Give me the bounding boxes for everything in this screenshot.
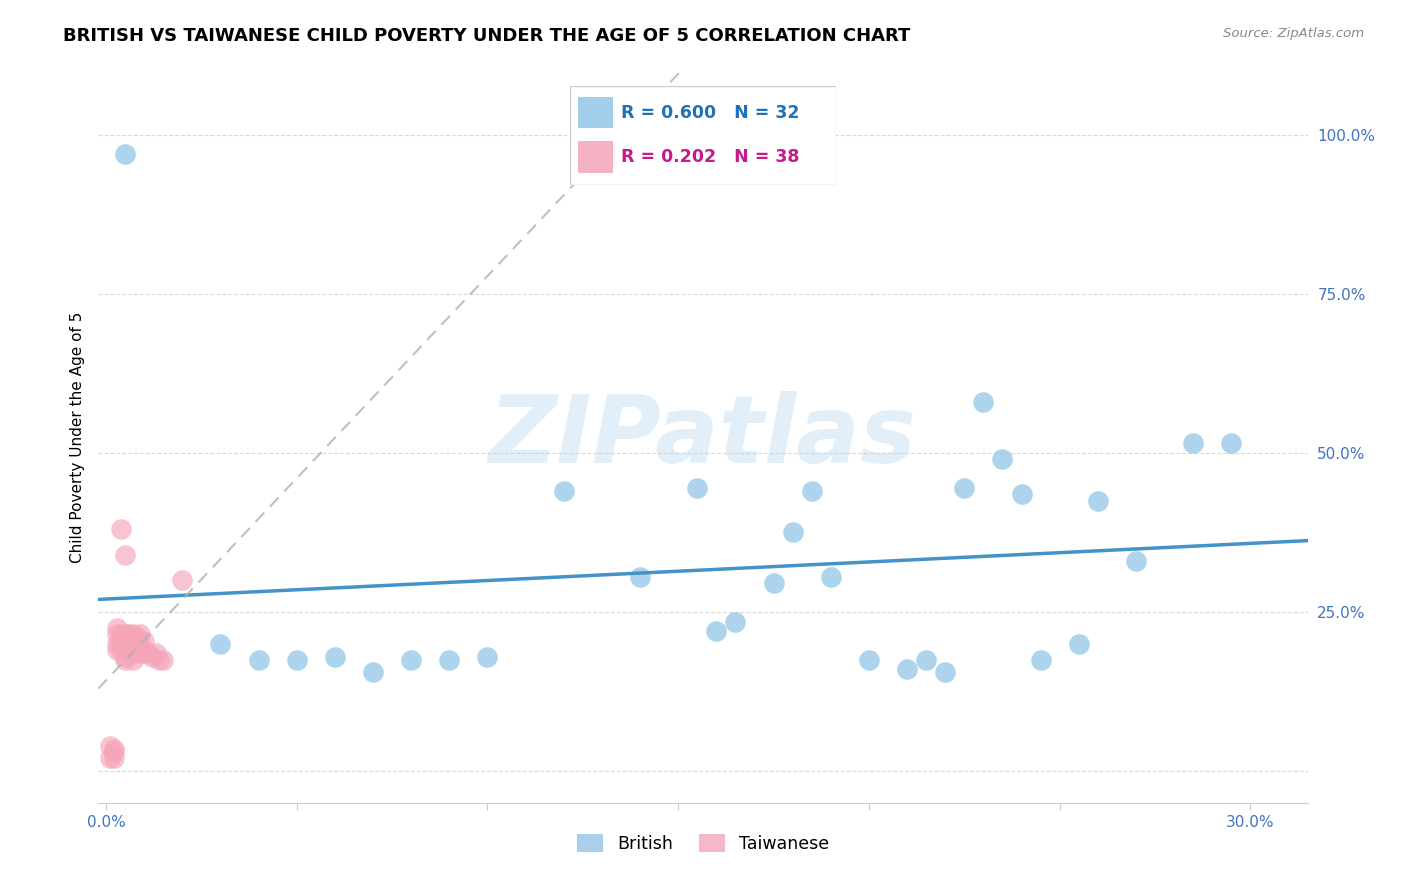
Point bbox=[399, 653, 422, 667]
Point bbox=[704, 624, 727, 638]
Point bbox=[439, 653, 461, 667]
Point bbox=[107, 621, 129, 635]
Point bbox=[800, 484, 823, 499]
Point bbox=[134, 646, 156, 660]
Point bbox=[114, 548, 136, 562]
Legend: British, Taiwanese: British, Taiwanese bbox=[569, 827, 837, 860]
Point bbox=[121, 627, 143, 641]
Point bbox=[172, 573, 194, 587]
Point bbox=[136, 646, 159, 660]
Point bbox=[107, 637, 129, 651]
Text: ZIPatlas: ZIPatlas bbox=[489, 391, 917, 483]
Point bbox=[129, 646, 152, 660]
Point bbox=[934, 665, 956, 680]
Point bbox=[121, 643, 143, 657]
Point bbox=[145, 646, 167, 660]
Point bbox=[125, 646, 148, 660]
Point bbox=[820, 570, 842, 584]
Point bbox=[1011, 487, 1033, 501]
Point bbox=[103, 751, 125, 765]
Point bbox=[121, 653, 143, 667]
Point bbox=[114, 653, 136, 667]
Point bbox=[686, 481, 709, 495]
Point bbox=[1220, 436, 1243, 450]
Point bbox=[915, 653, 938, 667]
Point bbox=[98, 751, 121, 765]
Point bbox=[125, 640, 148, 654]
Point bbox=[114, 147, 136, 161]
Point bbox=[972, 395, 994, 409]
Point bbox=[247, 653, 270, 667]
Point bbox=[114, 627, 136, 641]
Point bbox=[134, 633, 156, 648]
Point bbox=[98, 739, 121, 753]
Point bbox=[361, 665, 384, 680]
Point bbox=[118, 643, 141, 657]
Point bbox=[114, 649, 136, 664]
Point bbox=[152, 653, 174, 667]
Point bbox=[628, 570, 651, 584]
Point bbox=[724, 615, 747, 629]
Point bbox=[1125, 554, 1147, 568]
Point bbox=[858, 653, 880, 667]
Point bbox=[209, 637, 232, 651]
Point bbox=[129, 627, 152, 641]
Point bbox=[129, 637, 152, 651]
Point bbox=[553, 484, 575, 499]
Point bbox=[118, 633, 141, 648]
Point bbox=[896, 662, 918, 676]
Y-axis label: Child Poverty Under the Age of 5: Child Poverty Under the Age of 5 bbox=[69, 311, 84, 563]
Point bbox=[1029, 653, 1052, 667]
Text: BRITISH VS TAIWANESE CHILD POVERTY UNDER THE AGE OF 5 CORRELATION CHART: BRITISH VS TAIWANESE CHILD POVERTY UNDER… bbox=[63, 27, 911, 45]
Point bbox=[762, 576, 785, 591]
Point bbox=[477, 649, 499, 664]
Point bbox=[285, 653, 308, 667]
Point bbox=[125, 631, 148, 645]
Point bbox=[114, 640, 136, 654]
Point bbox=[1067, 637, 1090, 651]
Point bbox=[107, 627, 129, 641]
Point bbox=[991, 452, 1014, 467]
Point bbox=[953, 481, 976, 495]
Point bbox=[103, 741, 125, 756]
Point bbox=[110, 633, 132, 648]
Point bbox=[1182, 436, 1205, 450]
Point bbox=[103, 745, 125, 759]
Point bbox=[782, 525, 804, 540]
Point bbox=[148, 653, 170, 667]
Point bbox=[110, 627, 132, 641]
Point bbox=[1087, 493, 1109, 508]
Point bbox=[118, 627, 141, 641]
Text: Source: ZipAtlas.com: Source: ZipAtlas.com bbox=[1223, 27, 1364, 40]
Point bbox=[107, 643, 129, 657]
Point bbox=[110, 522, 132, 536]
Point bbox=[141, 649, 163, 664]
Point bbox=[323, 649, 346, 664]
Point bbox=[110, 643, 132, 657]
